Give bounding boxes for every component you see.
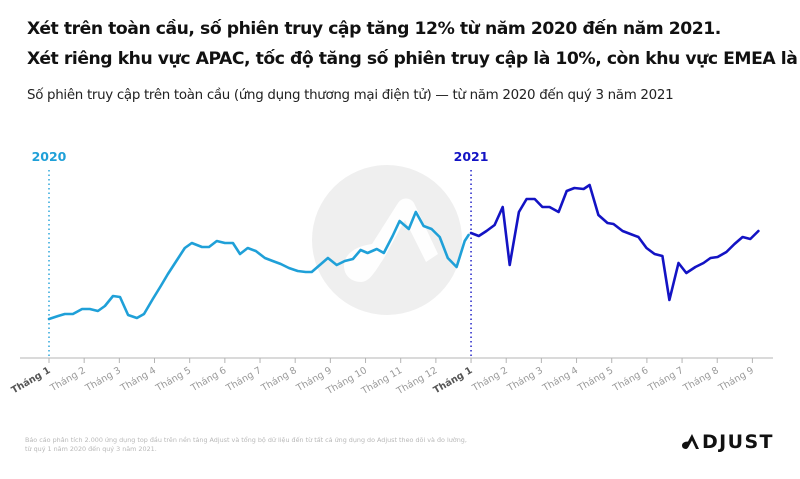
series-line-2020: [47, 210, 470, 321]
x-tick-label: Tháng 1: [10, 365, 53, 396]
x-tick-label: Tháng 3: [505, 365, 545, 394]
x-tick-label: Tháng 6: [610, 365, 650, 394]
x-tick-label: Tháng 5: [575, 365, 615, 394]
x-tick-label: Tháng 2: [48, 365, 88, 394]
x-tick-label: Tháng 2: [470, 365, 510, 394]
series-line-2021: [469, 183, 760, 302]
x-tick-label: Tháng 6: [188, 365, 228, 394]
x-tick-label: Tháng 7: [646, 365, 686, 394]
adjust-logo: DJUST: [682, 431, 774, 453]
x-tick-label: Tháng 9: [716, 365, 756, 394]
footnote: Báo cáo phân tích 2.000 ứng dụng top đầu…: [25, 436, 545, 454]
year-marker-label: 2021: [454, 149, 489, 164]
x-tick-label: Tháng 4: [540, 365, 580, 394]
logo-text: DJUST: [702, 431, 774, 453]
x-tick-label: Tháng 8: [259, 365, 299, 394]
chart-subtitle: Số phiên truy cập trên toàn cầu (ứng dụn…: [27, 88, 674, 103]
year-marker-label: 2020: [32, 149, 67, 164]
chart-title-line-1: Xét trên toàn cầu, số phiên truy cập tăn…: [27, 19, 721, 39]
footnote-line-2: từ quý 1 năm 2020 đến quý 3 năm 2021.: [25, 445, 157, 453]
adjust-a-icon: [682, 431, 702, 453]
footnote-line-1: Báo cáo phân tích 2.000 ứng dụng top đầu…: [25, 436, 467, 444]
x-tick-label: Tháng 5: [153, 365, 193, 394]
x-tick-label: Tháng 1: [432, 365, 475, 396]
x-tick-label: Tháng 7: [224, 365, 264, 394]
x-tick-label: Tháng 8: [681, 365, 721, 394]
chart-title-line-2: Xét riêng khu vực APAC, tốc độ tăng số p…: [27, 49, 800, 69]
x-tick-label: Tháng 4: [118, 365, 158, 394]
x-tick-label: Tháng 3: [83, 365, 123, 394]
